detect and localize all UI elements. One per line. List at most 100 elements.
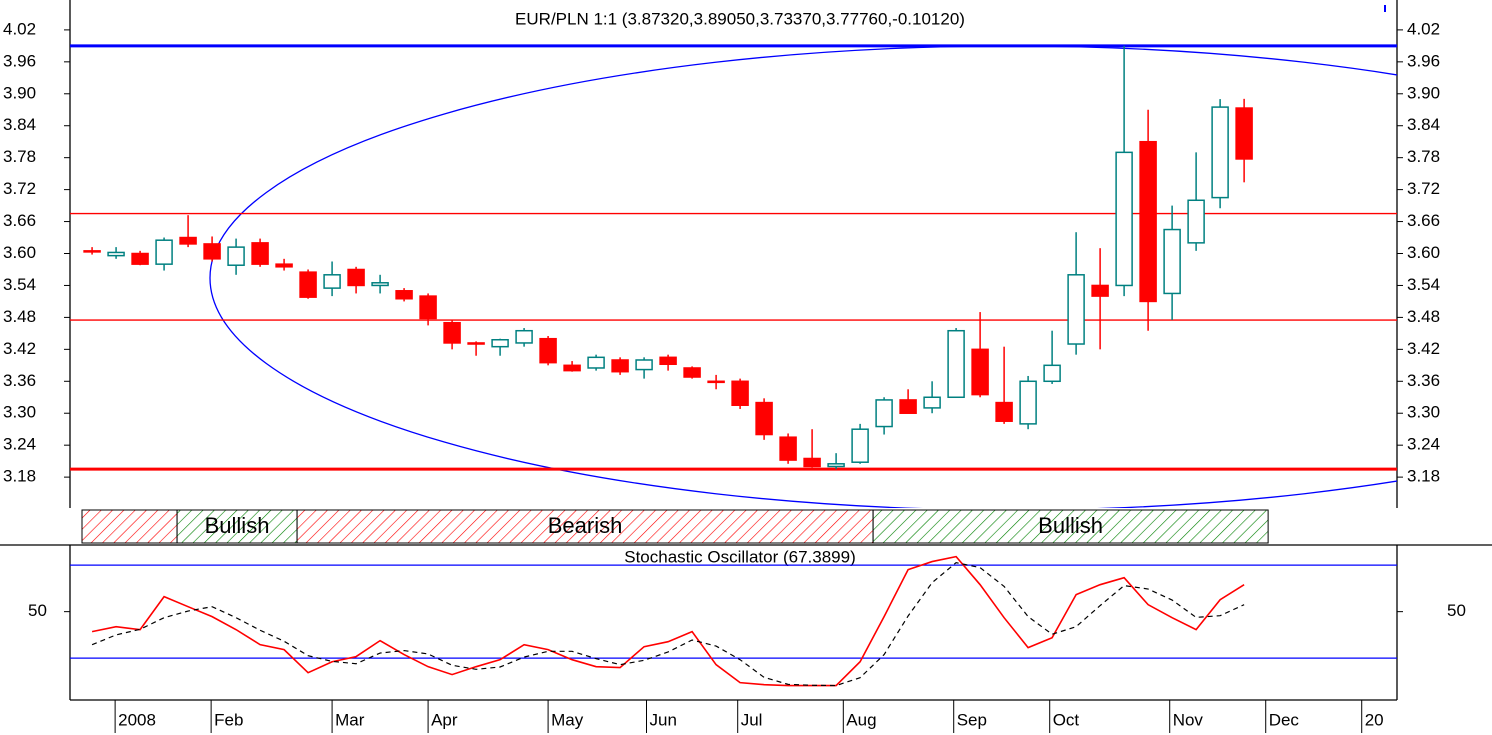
candle-body: [443, 321, 461, 344]
y-tick-label: 3.54: [3, 275, 36, 294]
candle-body: [779, 436, 797, 461]
y-tick-label: 50: [28, 601, 47, 620]
y-tick-label: 3.18: [3, 467, 36, 486]
x-tick-label: Sep: [957, 710, 987, 729]
candle-body: [635, 359, 653, 371]
candle-body: [827, 463, 845, 468]
candle-body: [299, 271, 317, 298]
candle-body: [371, 282, 389, 287]
candle-body: [1211, 106, 1229, 199]
y-tick-label: 3.60: [1407, 243, 1440, 262]
x-tick-label: Aug: [846, 710, 876, 729]
candle-body: [995, 401, 1013, 422]
y-tick-label: 3.30: [1407, 403, 1440, 422]
y-tick-label: 3.90: [1407, 83, 1440, 102]
candle-body: [1019, 380, 1037, 425]
x-tick-label: 20: [1365, 710, 1384, 729]
candle-body: [131, 252, 149, 265]
candle-body: [755, 401, 773, 436]
region-label: Bullish: [1038, 513, 1103, 538]
y-tick-label: 3.96: [3, 51, 36, 70]
x-axis: 2008 Feb Mar Apr May Jun Jul Aug Sep Oct Nov Dec 20: [114, 700, 1384, 733]
y-tick-label: 50: [1447, 601, 1466, 620]
candle-body: [323, 274, 341, 289]
candle-body: [707, 380, 725, 384]
y-tick-label: 3.24: [3, 435, 36, 454]
candle-body: [1067, 274, 1085, 345]
candle-body: [1139, 140, 1157, 303]
y-tick-label: 3.90: [3, 83, 36, 102]
trend-region: [296, 509, 874, 544]
candle-body: [923, 396, 941, 409]
candle-body: [971, 348, 989, 396]
y-tick-label: 4.02: [3, 19, 36, 38]
chart-title: EUR/PLN 1:1 (3.87320,3.89050,3.73370,3.7…: [515, 9, 965, 28]
oscillator-line: [91, 562, 1245, 687]
y-tick-label: 3.48: [3, 307, 36, 326]
candle-body: [1115, 151, 1133, 287]
candle-body: [419, 295, 437, 320]
candle-body: [395, 290, 413, 300]
x-tick-label: Feb: [214, 710, 243, 729]
candle-body: [515, 329, 533, 344]
y-tick-label: 4.02: [1407, 19, 1440, 38]
y-tick-label: 3.72: [3, 179, 36, 198]
candle-body: [491, 339, 509, 348]
y-tick-label: 3.42: [1407, 339, 1440, 358]
y-tick-label: 3.66: [1407, 211, 1440, 230]
y-tick-label: 3.30: [3, 403, 36, 422]
trend-region: [176, 509, 298, 544]
x-tick-label: Mar: [335, 710, 365, 729]
candle-body: [347, 268, 365, 287]
candle-body: [947, 329, 965, 399]
candle-body: [899, 399, 917, 414]
candle-body: [659, 356, 677, 365]
candle-body: [179, 236, 197, 245]
candle-body: [539, 337, 557, 364]
candle-body: [203, 243, 221, 260]
y-tick-label: 3.78: [3, 147, 36, 166]
candle-body: [875, 399, 893, 428]
candle-body: [251, 242, 269, 265]
candle-body: [587, 356, 605, 369]
y-tick-label: 3.78: [1407, 147, 1440, 166]
y-tick-label: 3.48: [1407, 307, 1440, 326]
y-tick-label: 3.60: [3, 243, 36, 262]
candle-body: [1091, 284, 1109, 297]
oscillator-line: [91, 555, 1245, 687]
x-tick-label: Apr: [431, 710, 458, 729]
y-tick-label: 3.42: [3, 339, 36, 358]
y-tick-label: 3.84: [3, 115, 36, 134]
region-label: Bullish: [205, 513, 270, 538]
candle-body: [803, 457, 821, 468]
x-tick-label: May: [551, 710, 584, 729]
candle-body: [851, 428, 869, 463]
candle-body: [563, 364, 581, 372]
y-tick-label: 3.84: [1407, 115, 1440, 134]
candle-body: [1043, 364, 1061, 383]
candle-body: [1235, 107, 1253, 160]
oscillator-title: Stochastic Oscillator (67.3899): [624, 547, 856, 566]
x-tick-label: Oct: [1053, 710, 1080, 729]
x-tick-label: Jun: [649, 710, 676, 729]
candle-body: [275, 263, 293, 268]
candle-body: [107, 251, 125, 257]
y-tick-label: 3.66: [3, 211, 36, 230]
x-tick-label: Jul: [741, 710, 763, 729]
x-tick-label: Nov: [1173, 710, 1204, 729]
candle-body: [1163, 228, 1181, 295]
y-tick-label: 3.54: [1407, 275, 1440, 294]
candle-body: [611, 359, 629, 373]
candle-body: [155, 239, 173, 265]
y-tick-label: 3.72: [1407, 179, 1440, 198]
candle-body: [683, 367, 701, 378]
frame: [0, 0, 1492, 701]
trend-region: [872, 509, 1269, 544]
candle-body: [467, 342, 485, 345]
ellipse-tool: [209, 45, 1397, 508]
y-tick-label: 3.36: [3, 371, 36, 390]
candle-body: [83, 250, 101, 253]
region-label: Bearish: [548, 513, 623, 538]
y-tick-label: 3.36: [1407, 371, 1440, 390]
